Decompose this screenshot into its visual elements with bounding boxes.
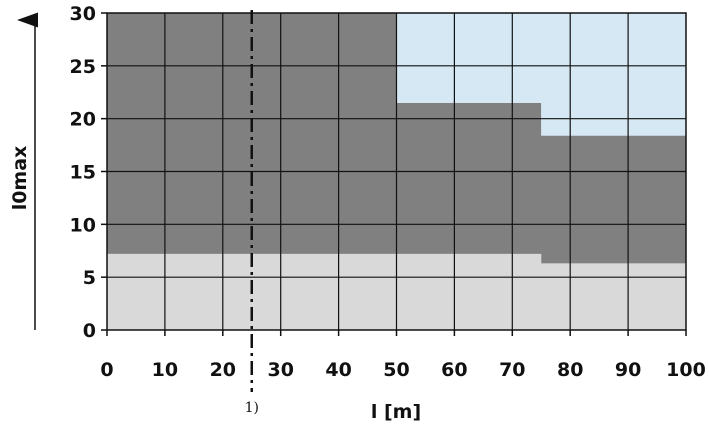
y-tick-label: 5: [83, 267, 96, 289]
x-tick-label: 10: [152, 359, 178, 381]
axis-ticks: 0 10 20 30 40 50 60 70 80 90 100 0 5 10 15 20 25 30: [70, 3, 706, 381]
y-tick-label: 10: [70, 214, 96, 236]
x-tick-label: 20: [210, 359, 236, 381]
y-tick-label: 30: [70, 3, 96, 25]
x-tick-label: 50: [383, 359, 409, 381]
y-tick-label: 20: [70, 109, 96, 131]
x-tick-label: 80: [557, 359, 583, 381]
reference-line-footnote: 1): [245, 400, 259, 416]
y-axis-title: l0max: [9, 146, 31, 211]
y-tick-label: 15: [70, 162, 96, 184]
chart-grid: [107, 13, 686, 330]
x-tick-label: 60: [441, 359, 467, 381]
x-tick-label: 40: [325, 359, 351, 381]
x-tick-label: 70: [499, 359, 525, 381]
x-axis-title: l [m]: [371, 401, 421, 423]
x-tick-label: 90: [615, 359, 641, 381]
region-light-blue: [396, 13, 686, 136]
reference-line-group: 1): [245, 10, 259, 416]
y-tick-label: 0: [83, 320, 96, 342]
x-tick-label: 100: [666, 359, 706, 381]
x-tick-label: 30: [267, 359, 293, 381]
y-tick-label: 25: [70, 56, 96, 78]
x-tick-label: 0: [100, 359, 113, 381]
